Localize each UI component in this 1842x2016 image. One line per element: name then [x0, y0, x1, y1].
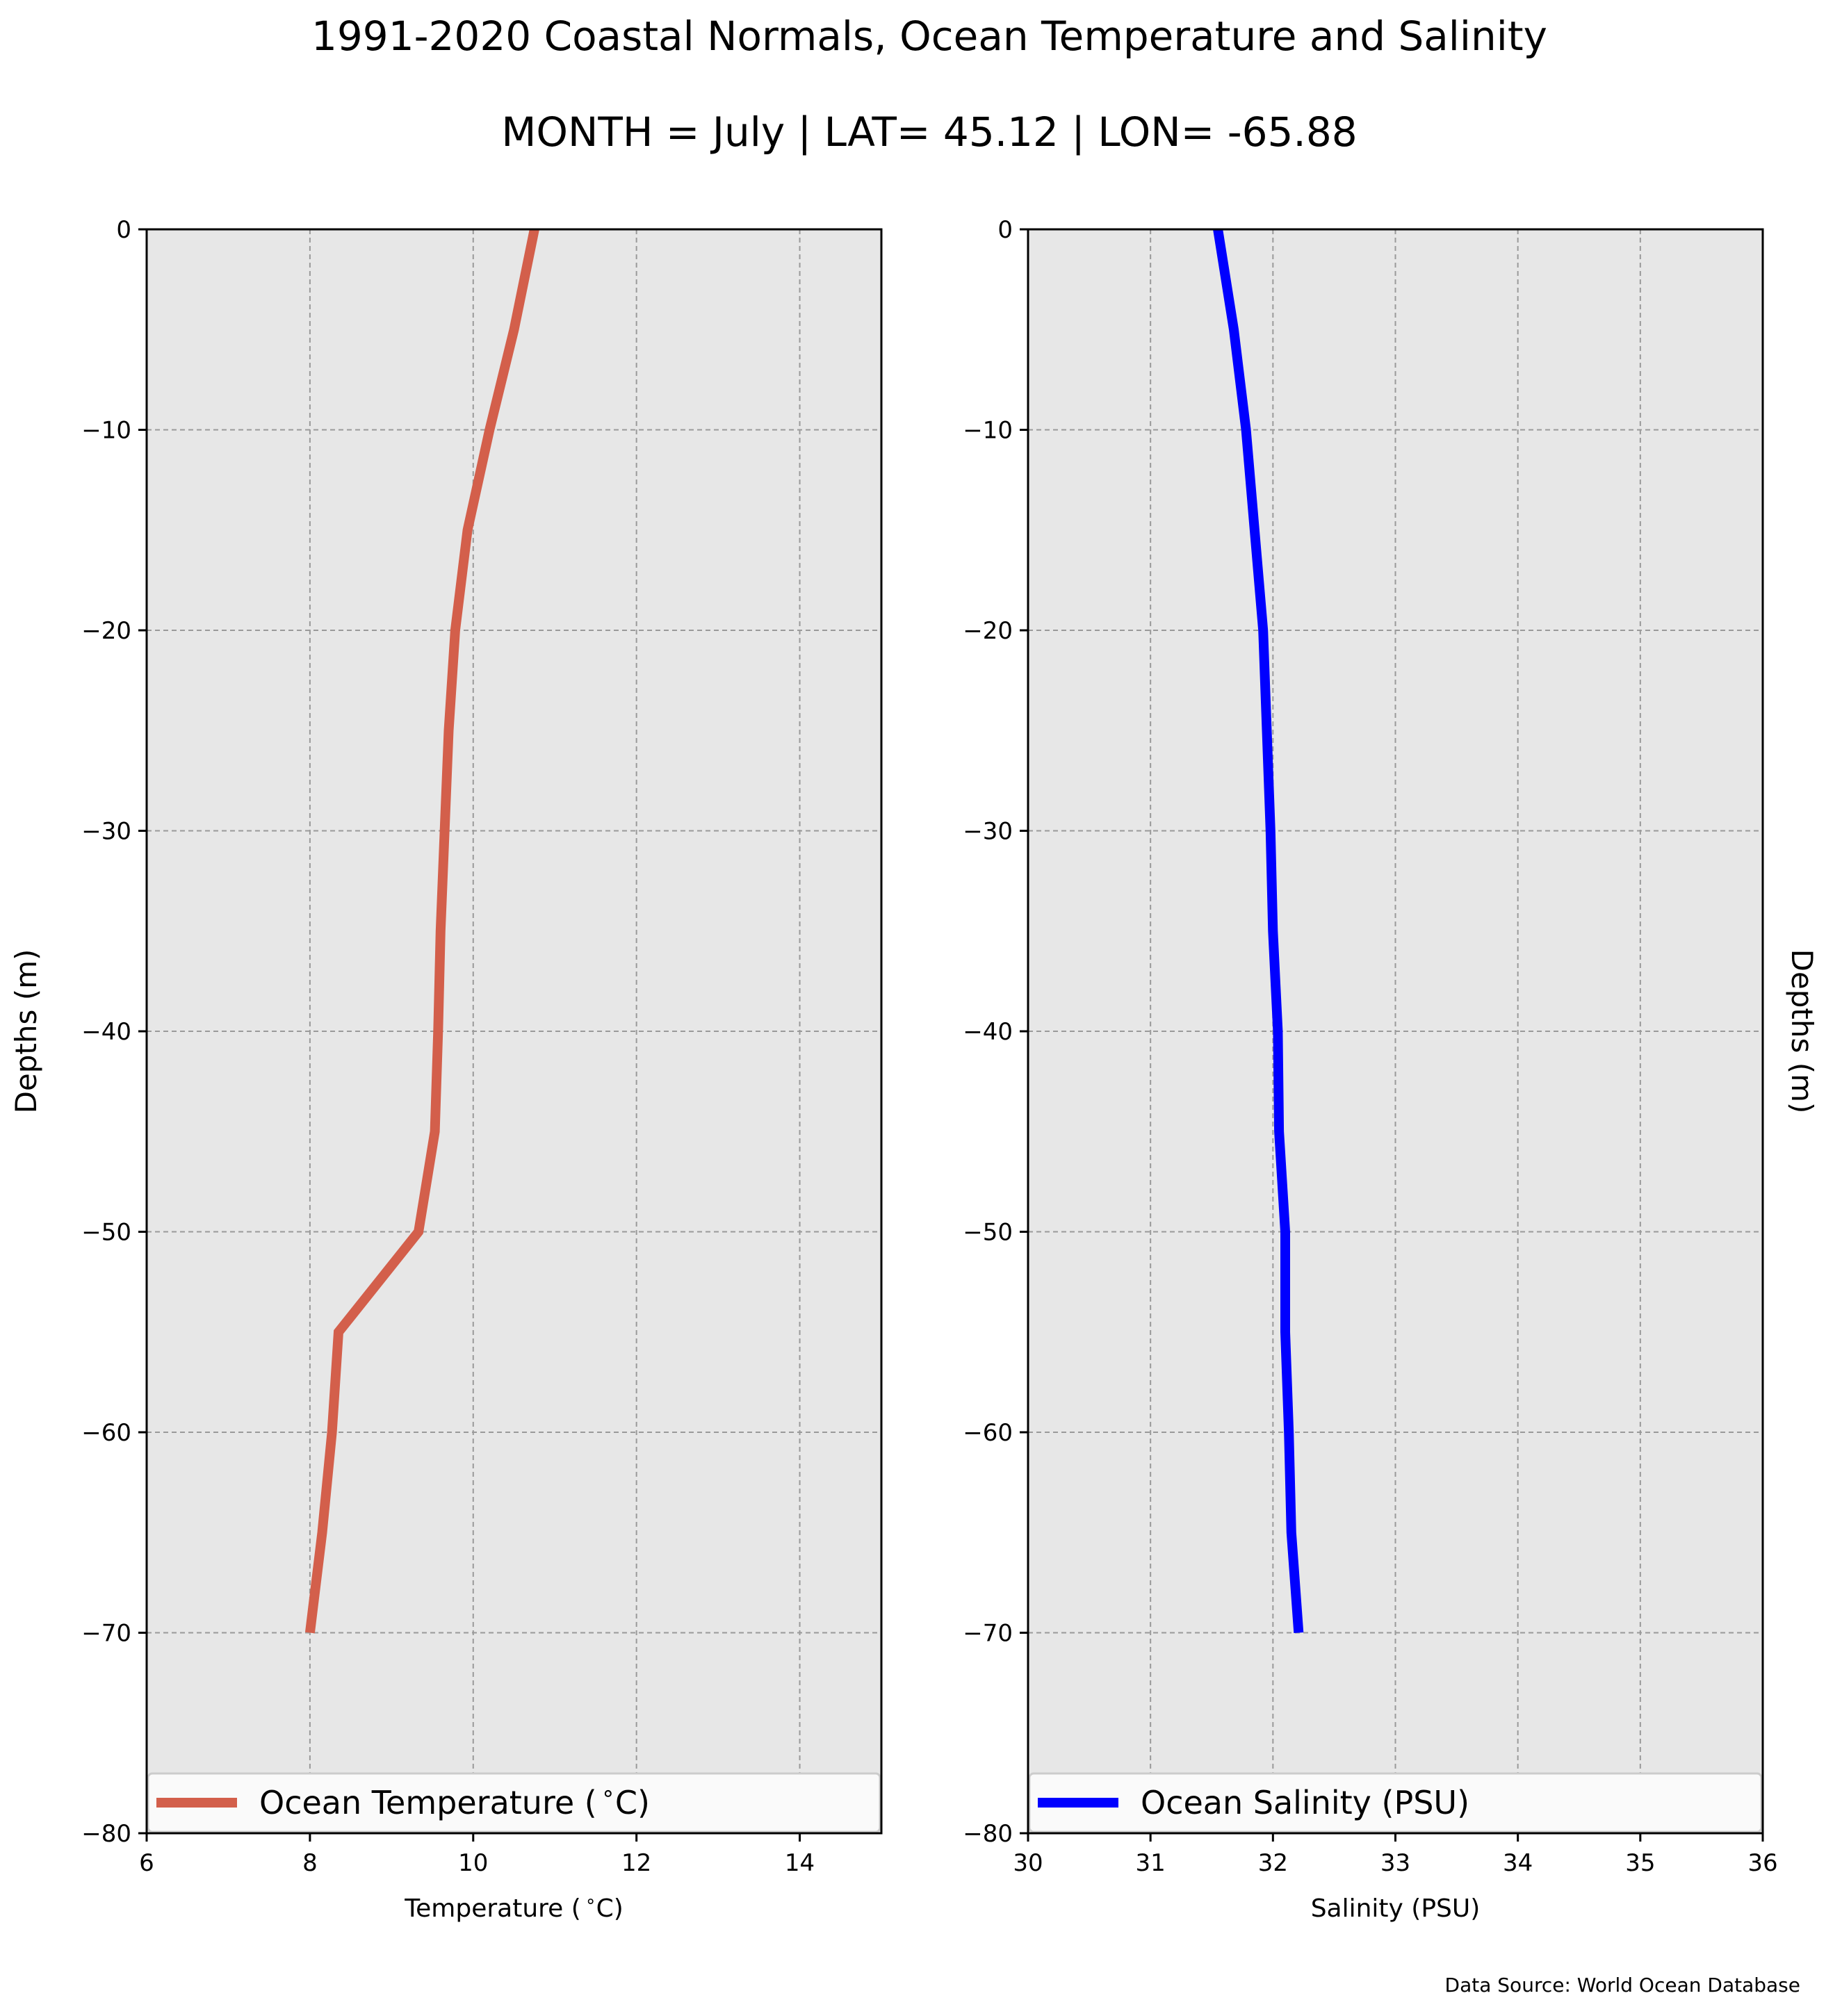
y-tick-label: −80: [963, 1820, 1013, 1848]
salinity-panel: Ocean Salinity (PSU) 30 31 32 33 34 35 36 0 −10 −2…: [963, 216, 1819, 1923]
y-tick-label: −70: [81, 1620, 131, 1648]
y-tick-label: −50: [963, 1219, 1013, 1247]
y-tick-label: −30: [963, 818, 1013, 846]
x-axis-label: Temperature (∘C): [404, 1891, 623, 1924]
y-tick-label: −10: [81, 417, 131, 445]
x-tick-label: 32: [1258, 1849, 1288, 1877]
legend-box: [1028, 1772, 1763, 1833]
y-tick-label: 0: [116, 216, 131, 244]
y-axis-label: Depths (m): [9, 949, 43, 1114]
x-tick-label: 12: [621, 1849, 651, 1877]
x-tick-label: 8: [302, 1849, 318, 1877]
x-tick-label: 30: [1013, 1849, 1043, 1877]
y-tick-label: −50: [81, 1219, 131, 1247]
y-tick-label: −80: [81, 1820, 131, 1848]
legend-label: Ocean Salinity (PSU): [1141, 1784, 1469, 1821]
y-axis-label: Depths (m): [1785, 949, 1819, 1114]
y-tick-label: −40: [81, 1018, 131, 1046]
x-tick-label: 31: [1136, 1849, 1166, 1877]
x-tick-label: 33: [1380, 1849, 1410, 1877]
y-tick-label: −40: [963, 1018, 1013, 1046]
temperature-panel: Ocean Temperature (∘C) 6 8 10 12 14 0 −10 −20 −30…: [9, 216, 883, 1924]
y-tick-label: −60: [963, 1419, 1013, 1447]
legend-label: Ocean Temperature (∘C): [259, 1780, 650, 1821]
y-tick-label: −10: [963, 417, 1013, 445]
y-tick-label: 0: [997, 216, 1013, 244]
x-axis-label: Salinity (PSU): [1311, 1894, 1481, 1923]
x-tick-label: 34: [1503, 1849, 1533, 1877]
x-tick-label: 14: [785, 1849, 815, 1877]
y-tick-label: −20: [963, 617, 1013, 645]
y-tick-label: −20: [81, 617, 131, 645]
x-tick-label: 36: [1747, 1849, 1777, 1877]
y-tick-label: −30: [81, 818, 131, 846]
legend-box: [147, 1772, 881, 1833]
series-line-temperature: [304, 228, 539, 1634]
figure-subtitle: MONTH = July | LAT= 45.12 | LON= -65.88: [501, 108, 1357, 156]
x-tick-label: 6: [139, 1849, 154, 1877]
data-source-note: Data Source: World Ocean Database: [1445, 1974, 1800, 1997]
figure-title: 1991-2020 Coastal Normals, Ocean Tempera…: [311, 13, 1547, 60]
x-tick-label: 35: [1625, 1849, 1655, 1877]
x-tick-label: 10: [458, 1849, 488, 1877]
series-line-salinity: [1213, 228, 1304, 1634]
y-tick-label: −70: [963, 1620, 1013, 1648]
y-tick-label: −60: [81, 1419, 131, 1447]
